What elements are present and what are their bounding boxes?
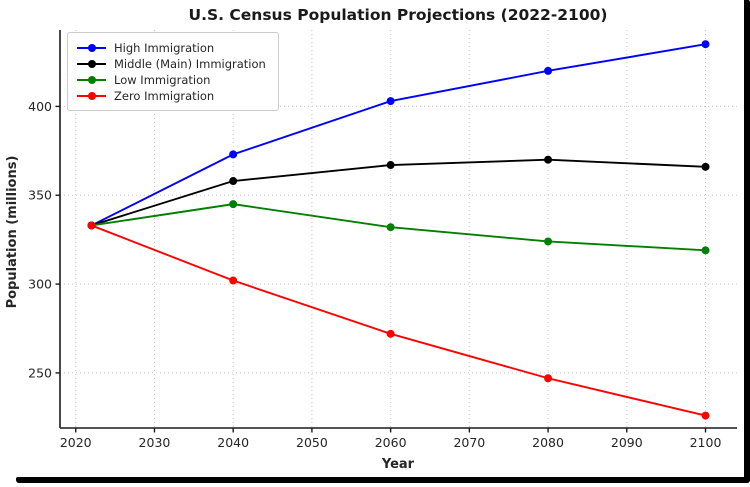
data-point [229,276,238,285]
legend-marker-zero-icon [77,92,106,101]
data-point [544,374,553,383]
data-point [229,200,238,209]
data-point [386,223,395,232]
data-point [701,40,710,49]
legend-marker-middle-icon [77,60,106,69]
legend-marker-high-icon [77,44,106,53]
data-point [229,177,238,186]
x-tick-label: 2050 [296,435,328,450]
data-point [386,161,395,170]
x-tick-label: 2080 [532,435,564,450]
legend-item-zero: Zero Immigration [77,88,266,104]
data-point [87,221,96,230]
x-tick-label: 2060 [375,435,407,450]
legend-marker-low-icon [77,76,106,85]
legend-item-middle: Middle (Main) Immigration [77,56,266,72]
legend: High Immigration Middle (Main) Immigrati… [67,32,279,111]
legend-label: Middle (Main) Immigration [114,57,266,71]
series-line [91,203,706,252]
x-tick-label: 2030 [139,435,171,450]
screenshot-border-bottom [16,477,750,483]
y-tick-label: 300 [28,277,52,292]
legend-item-high: High Immigration [77,40,266,56]
y-tick-label: 250 [28,365,52,380]
x-tick-label: 2020 [60,435,92,450]
data-point [544,155,553,164]
data-point [701,162,710,171]
screenshot-border-right [744,0,750,483]
series-line [91,158,706,227]
data-point [544,66,553,75]
legend-label: Low Immigration [114,73,211,87]
x-axis-label: Year [381,457,415,472]
series-line [91,224,706,417]
legend-label: Zero Immigration [114,89,215,103]
chart-title: U.S. Census Population Projections (2022… [188,6,607,24]
data-point [386,97,395,106]
y-tick-label: 350 [28,188,52,203]
series-layer [87,40,710,420]
data-point [701,411,710,420]
x-tick-label: 2090 [611,435,643,450]
data-point [229,150,238,159]
legend-label: High Immigration [114,41,215,55]
y-tick-label: 400 [28,99,52,114]
x-tick-label: 2070 [453,435,485,450]
data-point [701,246,710,255]
y-axis-label: Population (millions) [5,156,20,309]
data-point [544,237,553,246]
axis-layer: 2020 2030 2040 2050 2060 2070 2080 2090 2100 250 3… [28,30,737,450]
data-point [386,329,395,338]
legend-item-low: Low Immigration [77,72,266,88]
x-tick-label: 2040 [217,435,249,450]
x-tick-label: 2100 [690,435,722,450]
